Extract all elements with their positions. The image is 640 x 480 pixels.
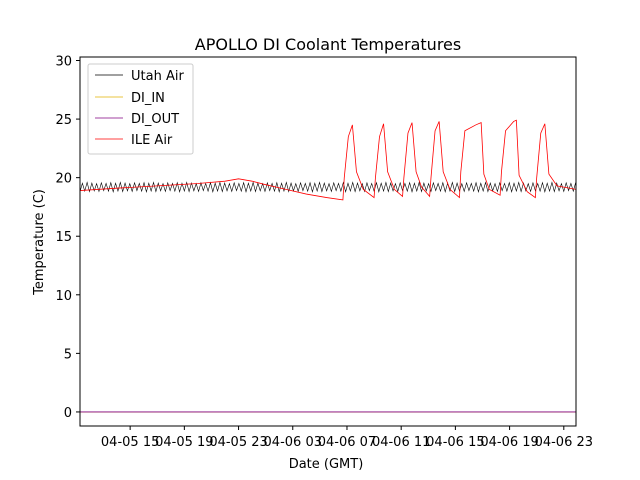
legend-label-ile-air: ILE Air — [131, 133, 173, 148]
x-axis-label: Date (GMT) — [289, 457, 364, 472]
y-axis: 0 5 10 15 20 25 30 — [55, 55, 80, 421]
plot-frame — [79, 56, 577, 427]
y-tick-label: 0 — [64, 406, 72, 421]
series-line-ile-air — [80, 119, 576, 201]
x-tick-label: 04-05 15 — [101, 435, 159, 450]
legend-box — [87, 63, 194, 155]
legend-label-utah-air: Utah Air — [131, 69, 184, 84]
plot-area — [79, 56, 577, 427]
y-tick-label: 15 — [55, 230, 72, 245]
y-tick-label: 20 — [55, 172, 72, 187]
legend: Utah Air DI_IN DI_OUT ILE Air — [87, 63, 194, 155]
x-tick-label: 04-05 23 — [209, 435, 267, 450]
chart-title: APOLLO DI Coolant Temperatures — [195, 35, 461, 54]
x-tick-label: 04-06 11 — [372, 435, 430, 450]
y-tick-label: 25 — [55, 113, 72, 128]
x-tick-label: 04-06 19 — [480, 435, 538, 450]
legend-label-di-in: DI_IN — [131, 91, 165, 106]
x-tick-label: 04-06 07 — [318, 435, 376, 450]
y-tick-label: 5 — [64, 347, 72, 362]
x-tick-label: 04-05 19 — [155, 435, 213, 450]
y-tick-label: 30 — [55, 55, 72, 70]
x-tick-label: 04-06 03 — [264, 435, 322, 450]
y-tick-label: 10 — [55, 289, 72, 304]
legend-label-di-out: DI_OUT — [131, 112, 179, 127]
x-tick-label: 04-06 15 — [426, 435, 484, 450]
series-line-utah-air — [80, 181, 576, 193]
x-tick-label: 04-06 23 — [535, 435, 593, 450]
y-axis-label: Temperature (C) — [32, 189, 47, 296]
